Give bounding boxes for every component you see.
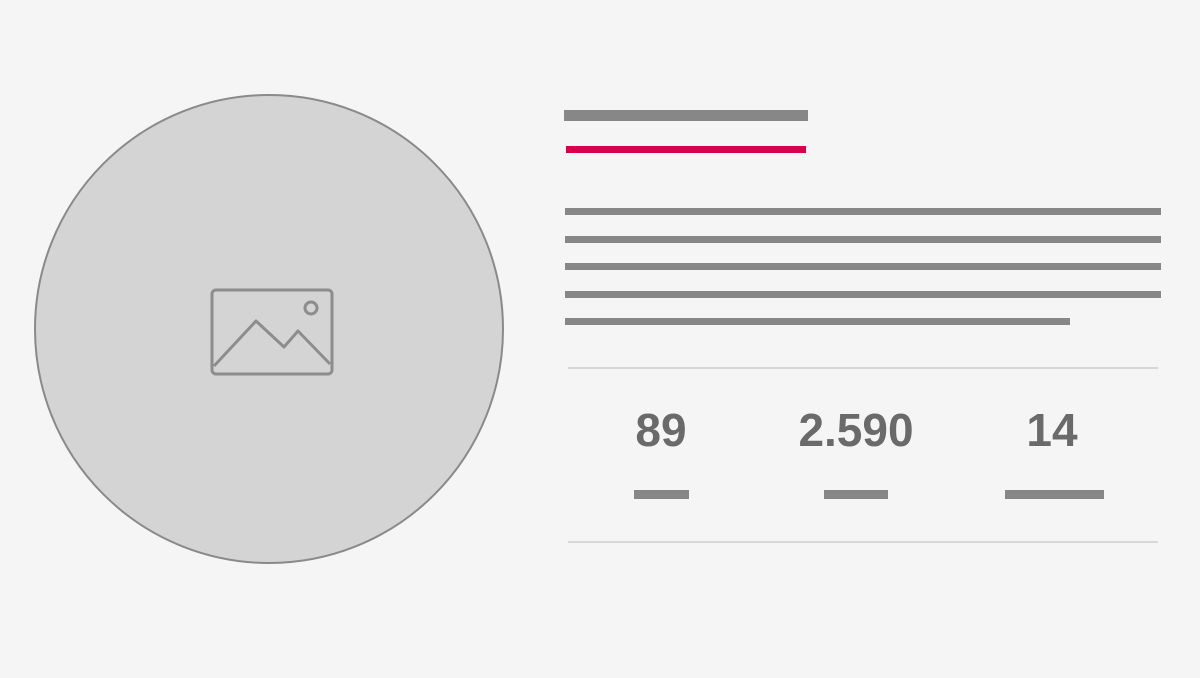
profile-image-placeholder	[34, 94, 504, 564]
stat-value-2: 2.590	[798, 404, 914, 456]
text-line-placeholder	[565, 263, 1161, 270]
divider-top	[568, 367, 1158, 369]
stat-value-3: 14	[1026, 404, 1078, 456]
stat-label-placeholder-2	[824, 490, 888, 499]
stat-value-1: 89	[635, 404, 687, 456]
text-line-placeholder	[565, 236, 1161, 243]
stat-label-placeholder-3	[1005, 490, 1104, 499]
stat-label-placeholder-1	[634, 490, 689, 499]
title-placeholder	[564, 110, 808, 121]
text-line-placeholder	[565, 291, 1161, 298]
divider-bottom	[568, 541, 1158, 543]
text-line-placeholder	[565, 318, 1070, 325]
image-icon	[210, 288, 334, 376]
subtitle-accent-placeholder	[566, 146, 806, 153]
text-line-placeholder	[565, 208, 1161, 215]
